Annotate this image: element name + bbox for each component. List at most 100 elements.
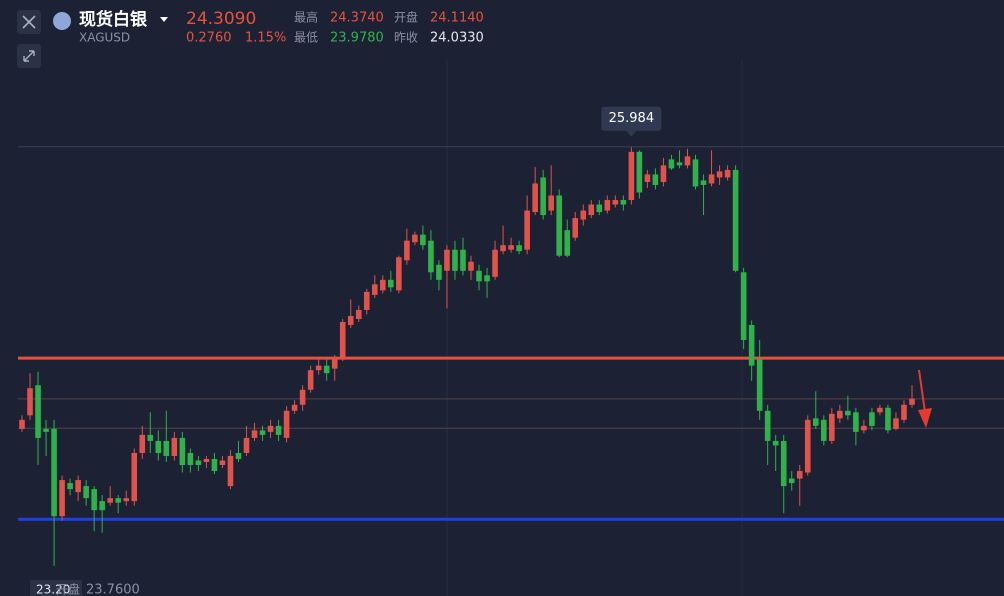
candle-body: [796, 471, 803, 479]
stat-label: 最低: [294, 31, 318, 45]
candle-body: [812, 418, 819, 426]
candle-body: [91, 489, 97, 511]
candle-body: [59, 480, 65, 517]
candle-body: [51, 428, 57, 517]
annotation-arrow: [918, 369, 926, 413]
candle-body: [540, 177, 546, 216]
stat-value: 24.0330: [430, 31, 484, 46]
candle-body: [283, 410, 290, 438]
candle-body: [484, 275, 490, 282]
candle-body: [604, 200, 611, 211]
candle-body: [155, 440, 162, 453]
candle-body: [508, 245, 514, 250]
candle-body: [692, 159, 699, 187]
candle-body: [235, 452, 242, 459]
candle-body: [748, 324, 755, 366]
candle-body: [500, 245, 506, 252]
candle-body: [861, 425, 867, 431]
candle-body: [107, 498, 113, 503]
close-icon: [22, 15, 36, 29]
candle-body: [315, 365, 322, 371]
symbol-name: 现货白银: [79, 9, 148, 30]
candle-body: [219, 460, 226, 466]
candle-body: [492, 249, 498, 277]
candle-body: [684, 156, 691, 166]
candle-body: [452, 249, 458, 271]
candle-body: [83, 486, 89, 499]
candle-body: [636, 151, 643, 193]
candle-body: [147, 434, 154, 441]
footer-label: 23.20: [36, 583, 70, 596]
stat-label: 昨收: [394, 31, 418, 45]
candle-body: [355, 309, 362, 319]
peak-label: 25.984: [609, 111, 655, 126]
candle-body: [259, 430, 266, 435]
price: 24.3090: [186, 9, 256, 29]
candle-body: [460, 249, 466, 271]
candle-body: [700, 180, 707, 185]
candle-body: [123, 498, 130, 502]
candle-body: [404, 240, 410, 261]
stat-label: 开盘: [394, 10, 418, 25]
candle-body: [564, 230, 571, 256]
candle-body: [596, 204, 603, 213]
candle-body: [75, 480, 81, 493]
peak-label-pointer: [626, 130, 637, 137]
candle-body: [708, 174, 715, 184]
candle-body: [299, 389, 306, 405]
candle-body: [27, 388, 33, 416]
candle-body: [676, 162, 683, 166]
candle-body: [788, 478, 795, 484]
candle-body: [668, 159, 675, 169]
candle-body: [420, 234, 426, 246]
candle-body: [885, 407, 891, 431]
candle-body: [251, 430, 258, 438]
peak-label-box: [601, 106, 662, 131]
candle-body: [652, 174, 659, 185]
candle-body: [516, 245, 522, 252]
candle-body: [388, 279, 394, 288]
footer-label: 23.7600: [86, 583, 140, 596]
symbol-code: XAGUSD: [79, 31, 130, 45]
candle-body: [612, 200, 619, 205]
candle-body: [371, 284, 378, 295]
candle-body: [131, 452, 138, 502]
candle-body: [580, 210, 587, 220]
candle-body: [764, 410, 771, 441]
candle-body: [740, 272, 747, 341]
candle-body: [468, 261, 474, 271]
symbol-icon: [53, 12, 71, 30]
candle-body: [660, 165, 667, 182]
candle-body: [804, 419, 811, 473]
candle-body: [363, 291, 370, 310]
candle-body: [909, 398, 915, 405]
candle-body: [732, 169, 739, 271]
candle-body: [171, 437, 178, 456]
candle-body: [243, 437, 250, 453]
plot: 25.984: [18, 106, 1004, 566]
candle-body: [67, 483, 73, 490]
candle-body: [323, 365, 330, 374]
stat-value: 24.1140: [430, 11, 484, 26]
candle-body: [772, 440, 779, 446]
candle-body: [275, 425, 282, 435]
candle-body: [556, 195, 563, 256]
candle-body: [163, 440, 170, 456]
candle-body: [428, 240, 434, 273]
footer-tag: [30, 580, 82, 596]
candle-body: [476, 270, 482, 282]
candle-body: [869, 412, 875, 426]
dropdown-arrow[interactable]: [160, 17, 168, 22]
candle-body: [43, 428, 49, 432]
candle-body: [203, 458, 210, 462]
candle-body: [716, 171, 723, 178]
stat-label: 最高: [294, 10, 318, 25]
candle-body: [532, 183, 538, 213]
collapse-icon: [23, 50, 35, 62]
candle-body: [837, 410, 843, 419]
candle-body: [187, 452, 194, 466]
candle-body: [115, 498, 122, 503]
stat-value: 23.9780: [330, 31, 384, 46]
candle-body: [877, 407, 883, 413]
